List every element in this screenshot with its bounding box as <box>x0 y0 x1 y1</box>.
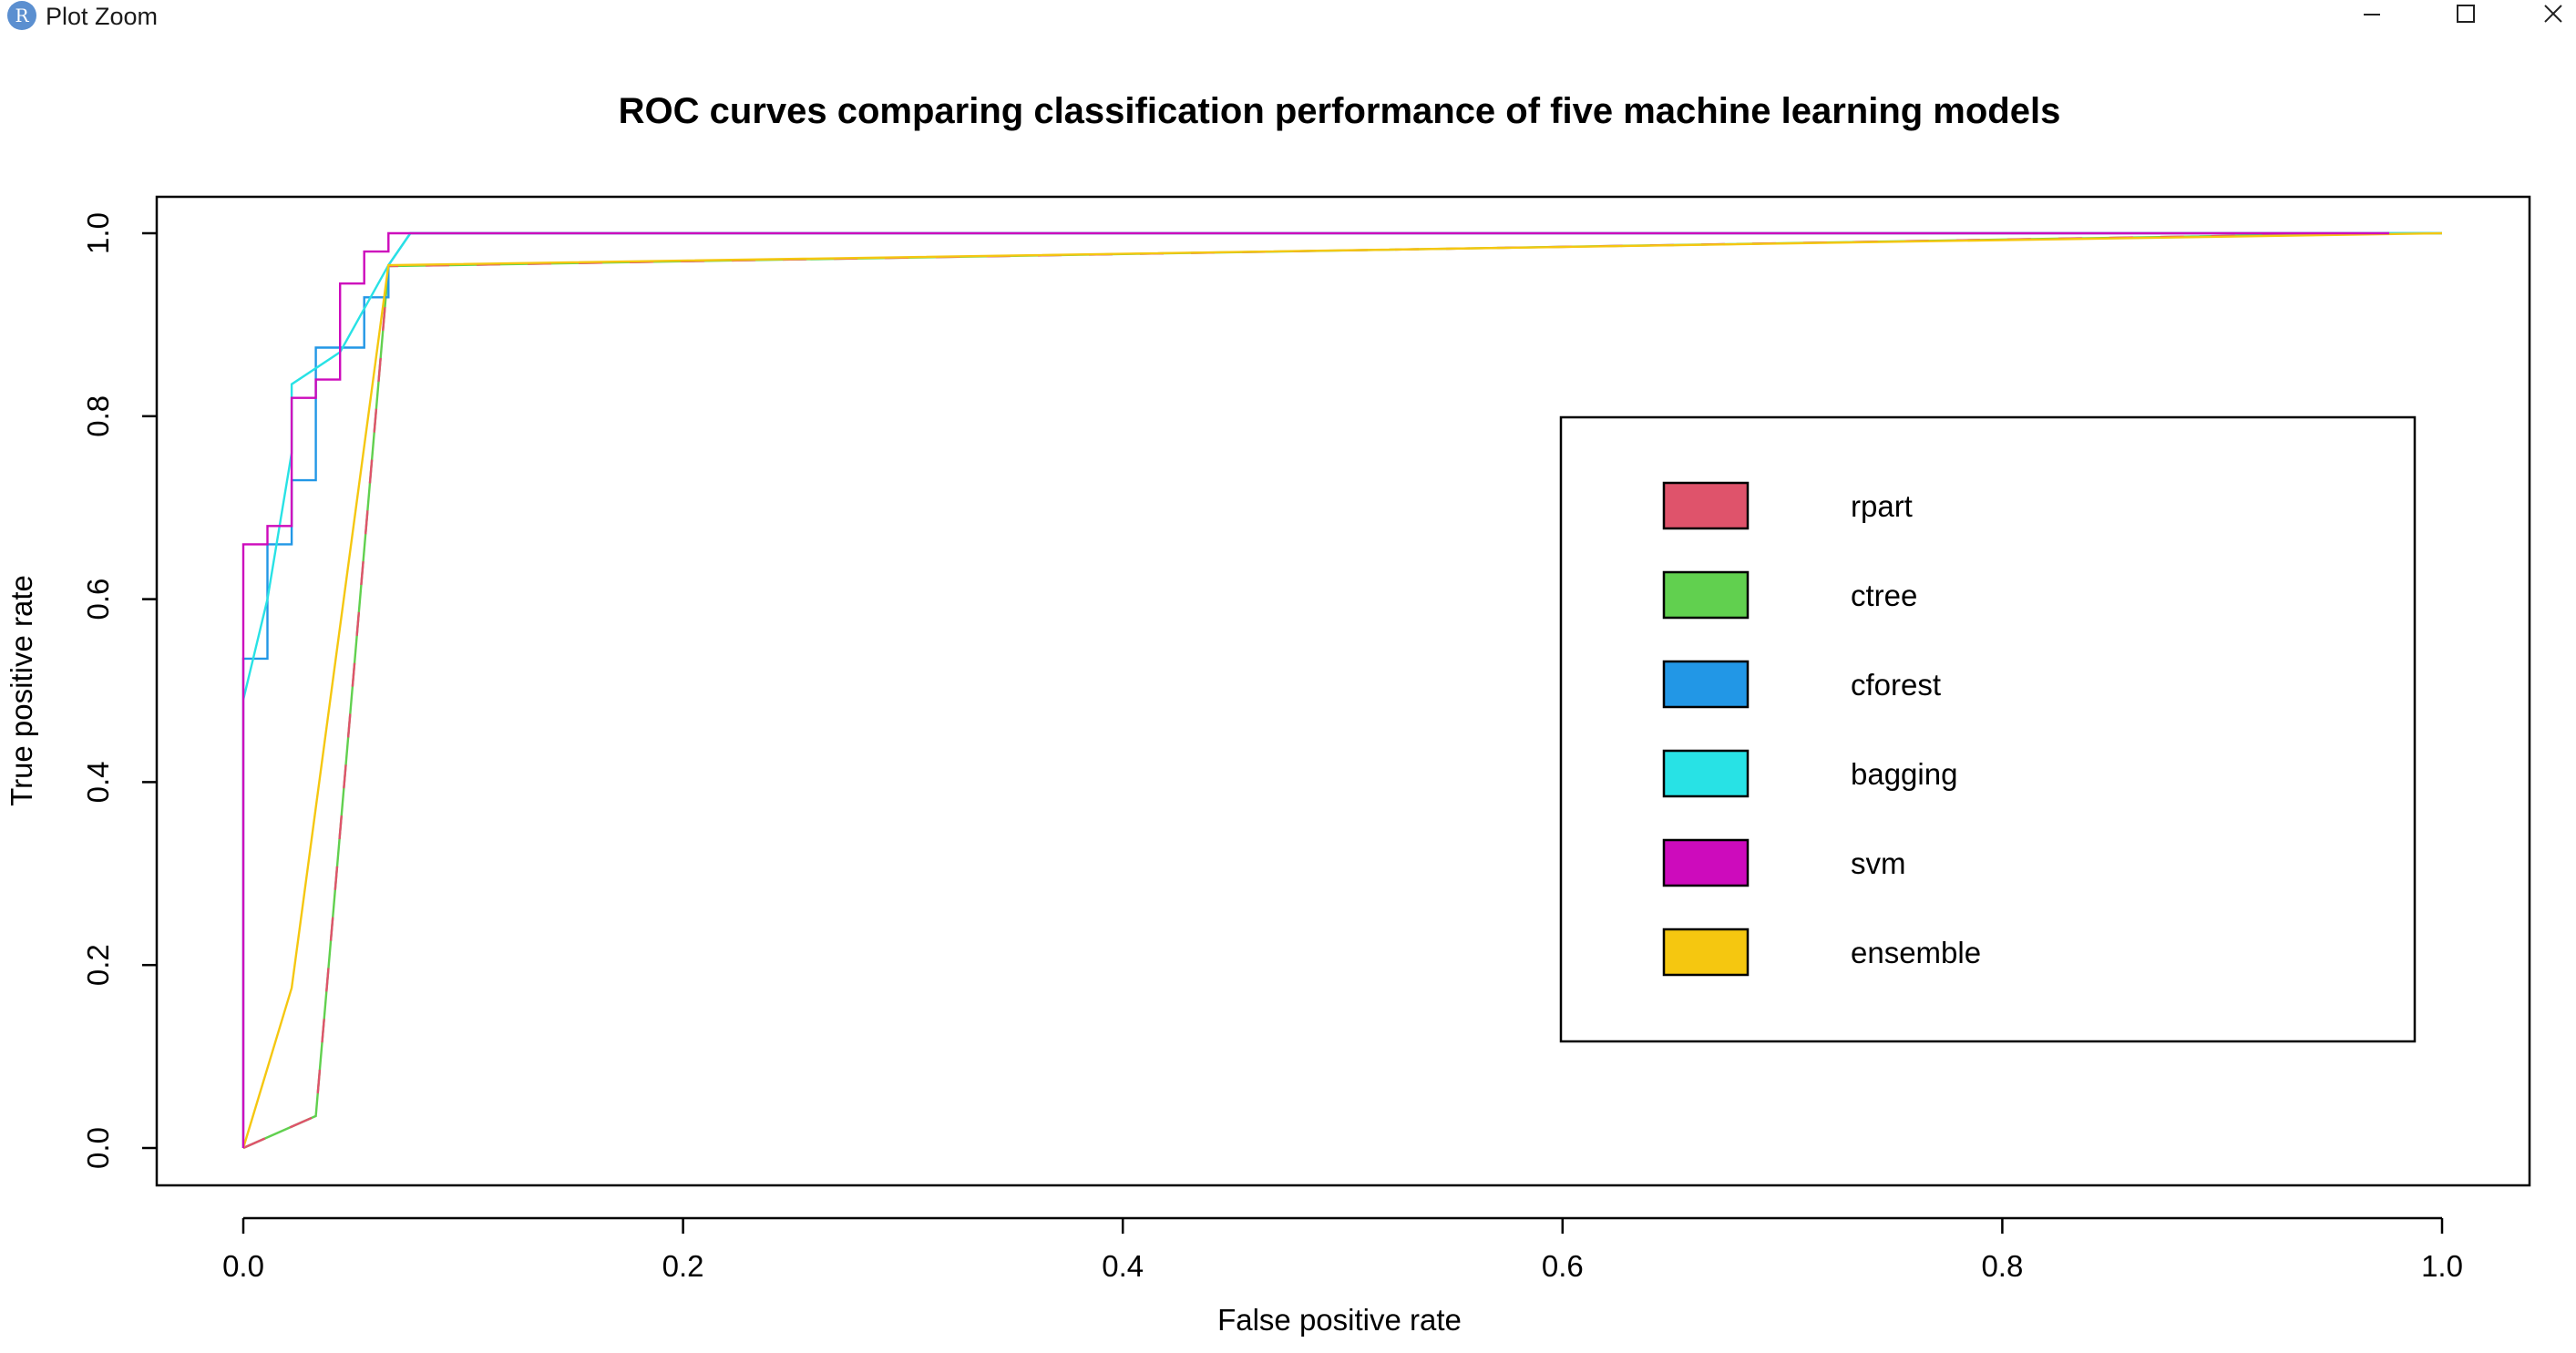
chart-title: ROC curves comparing classification perf… <box>619 91 2061 131</box>
maximize-icon <box>2457 5 2475 23</box>
legend-swatch <box>1662 481 1750 530</box>
legend-label: cforest <box>1851 668 1941 702</box>
legend-label: rpart <box>1851 489 1913 523</box>
window-title: Plot Zoom <box>46 3 159 30</box>
legend-item-bagging: bagging <box>1662 749 1957 798</box>
series-line-bagging <box>241 231 2442 701</box>
y-tick-label: 0.2 <box>81 944 115 986</box>
legend-item-ensemble: ensemble <box>1662 928 1981 977</box>
legend-swatch <box>1662 838 1750 887</box>
series-line-cforest <box>241 231 2442 1148</box>
legend-swatch <box>1662 660 1750 709</box>
x-tick-label: 0.8 <box>1981 1249 2023 1283</box>
legend-label: ctree <box>1851 579 1917 612</box>
r-logo-icon: R <box>7 1 36 30</box>
x-tick-label: 0.4 <box>1102 1249 1144 1283</box>
legend: rpart ctree cforest bagging svm ensemble <box>1559 415 2417 1043</box>
x-tick-label: 0.6 <box>1542 1249 1584 1283</box>
series-line-svm <box>241 231 2390 1148</box>
minimize-button[interactable] <box>2330 0 2412 33</box>
legend-label: bagging <box>1851 757 1957 791</box>
legend-item-rpart: rpart <box>1662 481 1913 530</box>
y-tick-label: 0.8 <box>81 395 115 437</box>
legend-swatch <box>1662 928 1750 977</box>
legend-label: ensemble <box>1851 936 1981 969</box>
y-tick-label: 1.0 <box>81 212 115 254</box>
x-tick-label: 1.0 <box>2421 1249 2463 1283</box>
minimize-icon <box>2364 14 2380 15</box>
maximize-button[interactable] <box>2424 0 2506 33</box>
close-icon <box>2544 5 2562 23</box>
y-tick-label: 0.6 <box>81 579 115 620</box>
x-axis: 0.0 0.2 0.4 0.6 0.8 1.0 <box>222 1216 2463 1283</box>
x-tick-label: 0.2 <box>662 1249 704 1283</box>
legend-item-cforest: cforest <box>1662 660 1941 709</box>
plot-frame <box>155 195 2531 1187</box>
x-tick-label: 0.0 <box>222 1249 264 1283</box>
legend-item-ctree: ctree <box>1662 570 1917 620</box>
series-layer <box>241 231 2443 1150</box>
close-button[interactable] <box>2511 0 2576 33</box>
legend-swatch <box>1662 749 1750 798</box>
y-tick-label: 0.0 <box>81 1127 115 1169</box>
axes: 0.0 0.2 0.4 0.6 0.8 1.0 0.0 0.2 0.4 0.6 0.8 1.0 <box>81 212 2463 1283</box>
y-tick-label: 0.4 <box>81 761 115 803</box>
x-axis-label: False positive rate <box>1217 1303 1462 1337</box>
y-axis: 0.0 0.2 0.4 0.6 0.8 1.0 <box>81 212 157 1169</box>
legend-label: svm <box>1851 846 1906 880</box>
roc-chart: ROC curves comparing classification perf… <box>5 91 2531 1337</box>
legend-item-svm: svm <box>1662 838 1906 887</box>
legend-swatch <box>1662 570 1750 620</box>
window-titlebar: R Plot Zoom <box>0 0 2576 35</box>
y-axis-label: True positive rate <box>5 575 38 806</box>
series-line-ensemble <box>241 231 2443 1149</box>
